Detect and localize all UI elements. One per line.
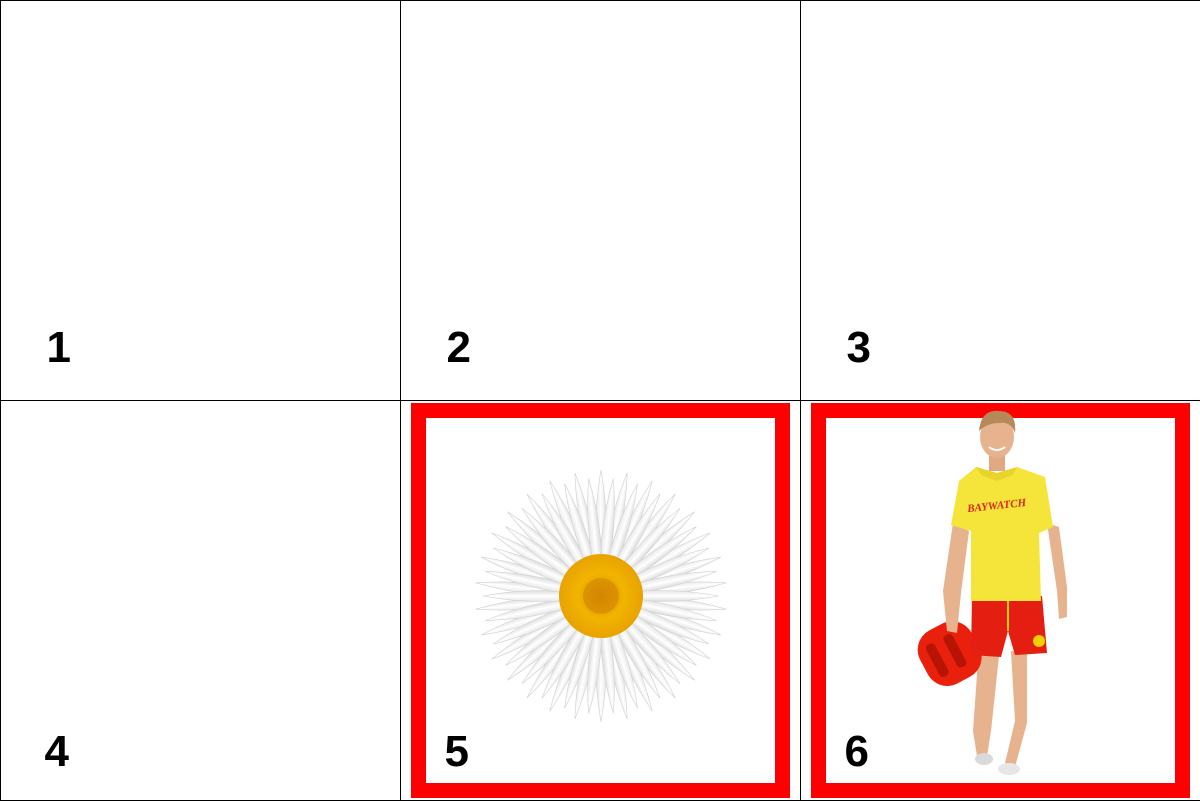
- cell-number-label: 6: [845, 730, 869, 774]
- cell-number-label: 5: [445, 730, 469, 774]
- grid-cell-5[interactable]: 5: [400, 400, 801, 801]
- grid-cell-4[interactable]: 4: [0, 400, 401, 801]
- cell-number-label: 2: [447, 326, 471, 370]
- grid-cell-1[interactable]: 1: [0, 0, 401, 401]
- cell-number-label: 4: [45, 730, 69, 774]
- cell-number-label: 1: [47, 326, 71, 370]
- cell-number-label: 3: [847, 326, 871, 370]
- grid-cell-2[interactable]: 2: [400, 0, 801, 401]
- grid-cell-3[interactable]: 3: [800, 0, 1200, 401]
- grid-cell-6[interactable]: BAYWATCH 6: [800, 400, 1200, 801]
